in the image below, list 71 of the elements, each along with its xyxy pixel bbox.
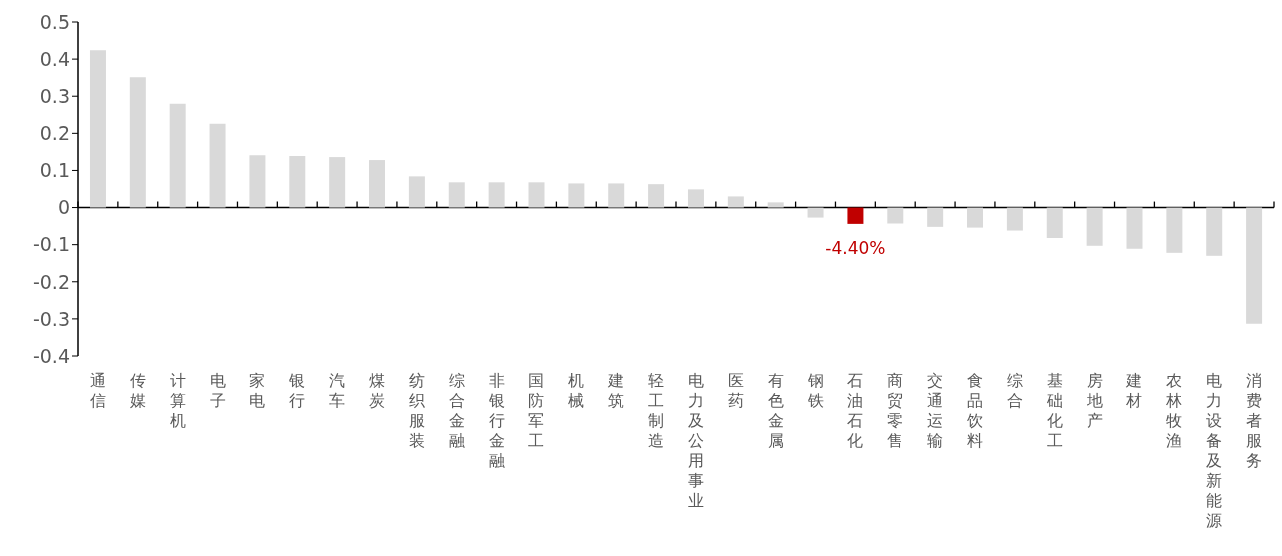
bar [129,77,146,208]
bar [727,196,744,208]
x-tick-label: 石油石化 [847,371,864,450]
x-tick-label: 传媒 [129,371,146,410]
bar [1206,207,1223,256]
y-tick-label: 0.5 [39,10,70,33]
bar [528,182,545,208]
bar [687,189,704,208]
x-tick-label: 农林牧渔 [1165,371,1183,450]
bar [1246,207,1263,324]
x-tick-label: 汽车 [329,371,346,410]
x-tick-label: 轻工制造 [648,371,665,450]
bar [369,160,386,208]
x-tick-label: 通信 [89,371,106,410]
bar [289,155,306,208]
x-tick-label: 医药 [727,371,744,410]
bar [448,182,465,208]
x-tick-label: 消费者服务 [1246,371,1263,470]
x-tick-label: 国防军工 [528,371,545,450]
x-tick-label: 建材 [1125,371,1143,410]
bar [887,207,904,224]
bar [209,123,226,208]
y-tick-label: 0.1 [39,159,70,182]
x-tick-label: 家电 [249,371,266,410]
bar [329,157,346,208]
x-tick-label: 钢铁 [806,371,824,410]
x-tick-label: 电子 [209,371,226,410]
y-tick-label: -0.4 [32,344,70,367]
x-tick-label: 电力设备及新能源 [1206,371,1223,530]
bar [608,183,625,208]
x-tick-label: 房地产 [1085,371,1103,430]
bar [967,207,984,228]
y-tick-label: -0.3 [32,307,70,330]
y-tick-label: 0.3 [39,84,70,107]
x-tick-label: 综合金融 [448,371,465,450]
x-tick-label: 商贸零售 [887,371,904,450]
x-tick-label: 食品饮料 [966,371,983,450]
y-tick-label: -0.1 [32,233,70,256]
y-tick-label: 0.4 [39,47,70,70]
y-tick-label: 0.2 [39,122,70,145]
y-tick-label: -0.2 [32,270,70,293]
x-tick-label: 银行 [288,371,306,410]
bar [568,183,585,208]
bar [1006,207,1023,231]
x-tick-label: 非银行金融 [487,371,505,470]
x-tick-label: 煤炭 [369,371,385,410]
x-tick-label: 综合 [1006,371,1023,410]
bar [847,207,864,224]
y-tick-label: 0 [57,196,70,219]
bar [1046,207,1063,238]
bar [807,207,824,218]
bar [1126,207,1143,249]
x-tick-label: 基础化工 [1045,371,1063,450]
x-tick-label: 机械 [568,371,585,410]
bar [1166,207,1183,253]
x-tick-label: 计算机 [169,371,186,430]
x-tick-label: 交通运输 [927,371,944,450]
x-tick-label: 有色金属 [767,371,784,450]
x-tick-label: 建筑 [607,371,625,410]
x-tick-label: 电力及公用事业 [687,371,704,510]
bar [927,207,944,227]
bar [488,182,505,208]
x-tick-label: 纺织服装 [408,371,425,450]
bar [89,50,106,208]
data-label: -4.40% [825,237,886,258]
bar [648,184,665,208]
bar [1086,207,1103,246]
bar [249,155,266,208]
bar [169,103,186,208]
bar [408,176,425,208]
bar [767,202,784,208]
